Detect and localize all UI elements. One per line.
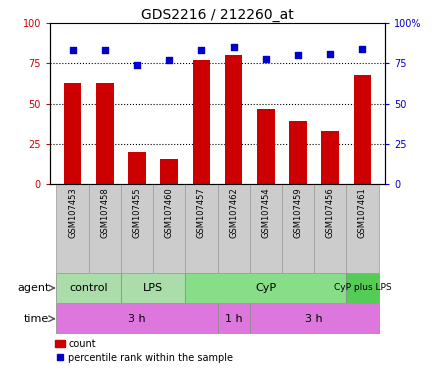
Text: GSM107453: GSM107453: [68, 187, 77, 238]
Bar: [249, 303, 378, 334]
Point: [133, 62, 140, 68]
Point: [165, 57, 172, 63]
Text: GSM107460: GSM107460: [164, 187, 173, 238]
Bar: [56, 303, 217, 334]
Bar: [185, 273, 345, 303]
Bar: [217, 303, 249, 334]
Bar: [121, 273, 185, 303]
Bar: [89, 184, 121, 273]
Point: [230, 44, 237, 50]
Text: LPS: LPS: [143, 283, 163, 293]
Point: [69, 47, 76, 53]
Point: [101, 47, 108, 53]
Point: [197, 47, 204, 53]
Point: [326, 51, 333, 57]
Text: GSM107458: GSM107458: [100, 187, 109, 238]
Bar: [185, 184, 217, 273]
Bar: [321, 131, 338, 184]
Text: 3 h: 3 h: [305, 314, 322, 324]
Bar: [224, 55, 242, 184]
Bar: [217, 184, 249, 273]
Text: GSM107455: GSM107455: [132, 187, 141, 238]
Bar: [313, 184, 345, 273]
Point: [358, 46, 365, 52]
Text: GSM107457: GSM107457: [197, 187, 205, 238]
Legend: count, percentile rank within the sample: count, percentile rank within the sample: [55, 339, 233, 363]
Bar: [128, 152, 145, 184]
Text: control: control: [69, 283, 108, 293]
Text: 3 h: 3 h: [128, 314, 145, 324]
Bar: [121, 184, 153, 273]
Bar: [160, 159, 178, 184]
Text: GSM107456: GSM107456: [325, 187, 334, 238]
Bar: [256, 109, 274, 184]
Bar: [345, 273, 378, 303]
Bar: [281, 184, 313, 273]
Bar: [56, 273, 121, 303]
Bar: [153, 184, 185, 273]
Title: GDS2216 / 212260_at: GDS2216 / 212260_at: [141, 8, 293, 22]
Point: [294, 52, 301, 58]
Bar: [96, 83, 113, 184]
Bar: [353, 74, 371, 184]
Text: CyP: CyP: [255, 283, 276, 293]
Text: GSM107454: GSM107454: [261, 187, 270, 238]
Text: 1 h: 1 h: [224, 314, 242, 324]
Text: time: time: [24, 314, 49, 324]
Bar: [56, 184, 89, 273]
Bar: [63, 83, 81, 184]
Text: GSM107461: GSM107461: [357, 187, 366, 238]
Text: CyP plus LPS: CyP plus LPS: [333, 283, 390, 293]
Bar: [249, 184, 281, 273]
Bar: [289, 121, 306, 184]
Text: agent: agent: [17, 283, 49, 293]
Text: GSM107459: GSM107459: [293, 187, 302, 238]
Bar: [345, 184, 378, 273]
Point: [262, 55, 269, 61]
Bar: [192, 60, 210, 184]
Text: GSM107462: GSM107462: [229, 187, 237, 238]
